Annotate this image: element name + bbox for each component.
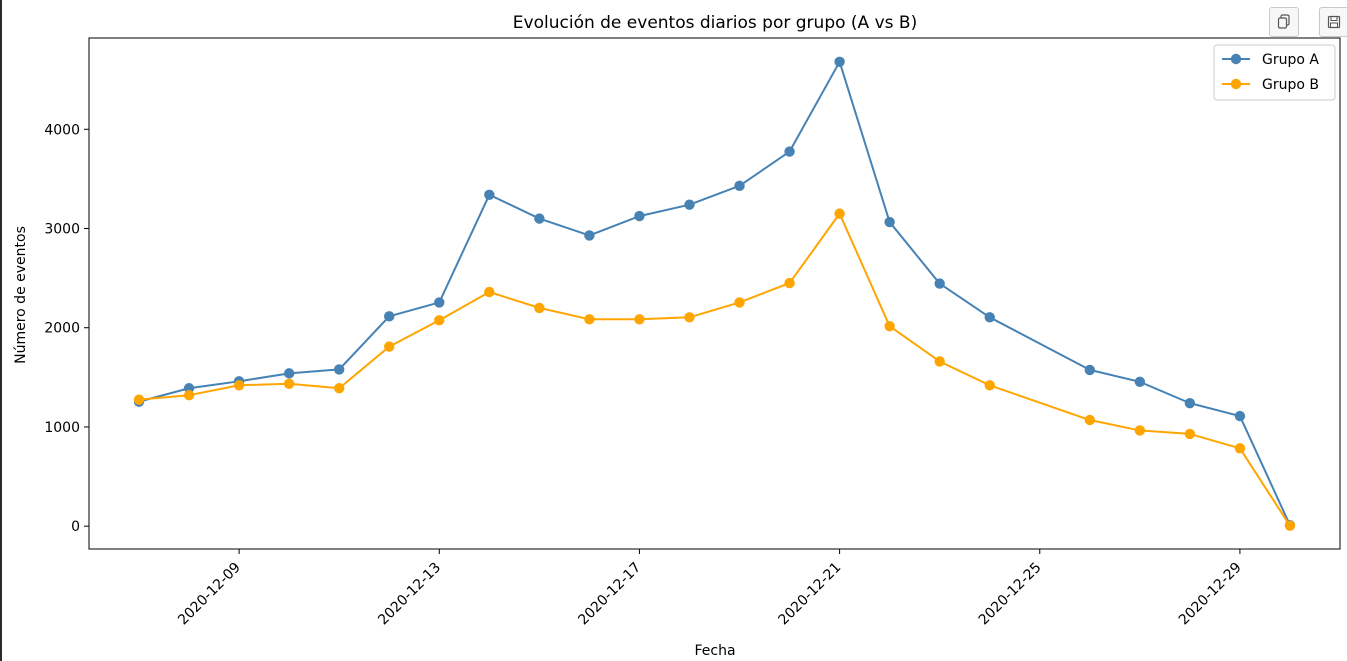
data-point [1284, 520, 1296, 531]
legend-item-b: Grupo B [1222, 77, 1319, 93]
data-point [1134, 376, 1146, 388]
data-point [484, 189, 495, 200]
save-button[interactable] [1319, 7, 1347, 37]
x-tick-label: 2020-12-17 [575, 560, 644, 629]
data-point [684, 199, 695, 210]
data-point [1234, 410, 1246, 422]
y-tick-label: 4000 [44, 122, 80, 138]
legend-marker [1230, 53, 1242, 65]
series-b [133, 208, 1296, 531]
data-point [233, 380, 245, 391]
data-point [384, 341, 395, 352]
data-point [334, 383, 345, 394]
legend: Grupo A Grupo B [1213, 44, 1336, 101]
y-axis-label: Número de eventos [13, 226, 29, 364]
data-point [784, 277, 795, 289]
data-point [884, 321, 895, 332]
legend-item-a: Grupo A [1222, 52, 1319, 68]
chart-title: Evolución de eventos diarios por grupo (… [513, 13, 917, 33]
data-point [434, 297, 445, 308]
x-tick-label: 2020-12-09 [175, 560, 244, 629]
data-point [634, 314, 645, 325]
legend-label: Grupo B [1262, 77, 1319, 93]
data-point [834, 56, 845, 68]
data-point [484, 286, 495, 298]
series-line [138, 212, 1291, 527]
data-point [334, 364, 345, 375]
y-tick-label: 2000 [44, 321, 80, 337]
legend-label: Grupo A [1262, 52, 1319, 68]
data-point [434, 315, 445, 326]
data-point [384, 311, 395, 322]
data-point [984, 380, 995, 391]
data-point [1184, 428, 1196, 440]
data-point [784, 146, 795, 157]
data-point [634, 210, 645, 222]
data-point [584, 230, 595, 241]
data-point [283, 378, 295, 389]
copy-icon [1277, 14, 1290, 29]
data-point [684, 312, 695, 323]
x-tick-label: 2020-12-25 [976, 560, 1045, 629]
y-tick-label: 0 [71, 519, 80, 535]
y-tick-label: 1000 [44, 420, 80, 436]
y-axis: 0 1000 2000 3000 4000 [44, 122, 89, 535]
data-point [283, 368, 295, 379]
data-point [584, 314, 595, 325]
x-axis: 2020-12-09 2020-12-13 2020-12-17 2020-12-21… [175, 549, 1245, 628]
data-point [734, 297, 745, 308]
data-point [183, 390, 195, 401]
data-point [1184, 397, 1196, 409]
data-point [934, 278, 945, 289]
x-tick-label: 2020-12-13 [375, 560, 444, 629]
floppy-disk-icon [1327, 15, 1341, 29]
x-axis-label: Fecha [694, 643, 735, 659]
data-point [133, 394, 145, 405]
data-point [884, 216, 895, 228]
data-point [1234, 443, 1246, 454]
series-a [133, 56, 1296, 531]
data-point [834, 208, 845, 219]
data-point [734, 180, 745, 192]
data-point [534, 213, 545, 224]
x-tick-label: 2020-12-29 [1176, 560, 1245, 629]
series-line [138, 60, 1291, 526]
data-point [534, 302, 545, 314]
data-point [934, 356, 945, 367]
data-point [1084, 414, 1096, 426]
plot-frame [88, 37, 1341, 550]
copy-button[interactable] [1269, 7, 1299, 37]
x-tick-label: 2020-12-21 [776, 560, 845, 629]
legend-marker [1230, 78, 1242, 90]
data-point [1084, 364, 1096, 376]
y-tick-label: 3000 [44, 222, 80, 238]
plot-area [88, 37, 1341, 550]
data-point [984, 312, 995, 323]
data-point [1134, 425, 1146, 436]
